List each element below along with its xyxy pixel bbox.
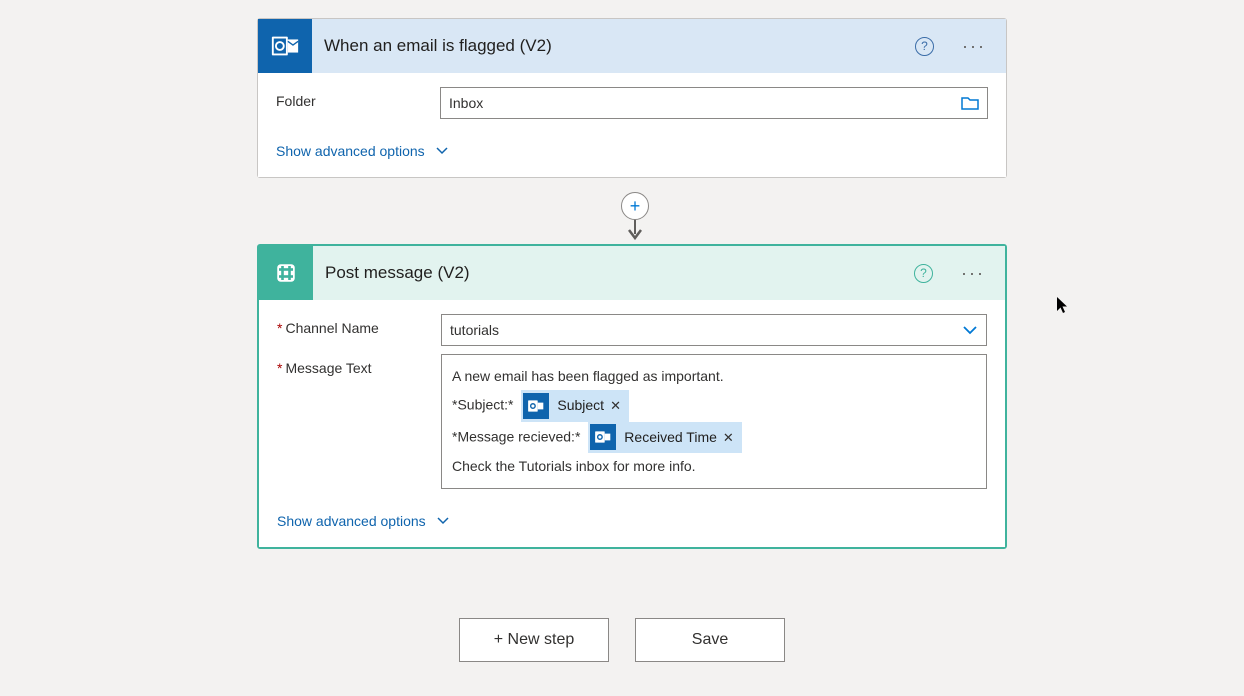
new-step-button[interactable]: + New step [459,618,609,662]
message-row: *Message Text A new email has been flagg… [277,354,987,489]
message-line-4: Check the Tutorials inbox for more info. [452,453,976,480]
more-icon[interactable]: ··· [961,264,985,282]
show-advanced-trigger[interactable]: Show advanced options [276,127,449,159]
trigger-body: Folder Inbox Show advanced options [258,73,1006,177]
message-label-text: Message Text [285,360,371,376]
folder-label: Folder [276,87,440,109]
message-label: *Message Text [277,354,441,376]
action-card-header[interactable]: Post message (V2) ? ··· [259,246,1005,300]
trigger-card-header[interactable]: When an email is flagged (V2) ? ··· [258,19,1006,73]
outlook-icon [523,393,549,419]
trigger-card: When an email is flagged (V2) ? ··· Fold… [257,18,1007,178]
add-step-button[interactable]: + [621,192,649,220]
footer-buttons: + New step Save [0,618,1244,662]
message-line-2: *Subject:* Subject ✕ [452,390,976,421]
show-advanced-action[interactable]: Show advanced options [277,497,450,529]
action-title: Post message (V2) [313,263,914,283]
folder-row: Folder Inbox [276,87,988,119]
message-line-3: *Message recieved:* Received Time ✕ [452,422,976,453]
chevron-down-icon [436,516,450,526]
close-icon[interactable]: ✕ [723,425,734,450]
trigger-title: When an email is flagged (V2) [312,36,915,56]
message-text-input[interactable]: A new email has been flagged as importan… [441,354,987,489]
advanced-label: Show advanced options [276,143,425,159]
token-received-label: Received Time [624,424,717,451]
channel-label: *Channel Name [277,314,441,336]
connector: + [620,192,650,248]
token-subject[interactable]: Subject ✕ [521,390,629,421]
subject-prefix: *Subject:* [452,397,513,413]
help-icon[interactable]: ? [915,37,934,56]
token-received[interactable]: Received Time ✕ [588,422,742,453]
received-prefix: *Message recieved:* [452,428,580,444]
folder-value: Inbox [449,95,961,111]
close-icon[interactable]: ✕ [610,393,621,418]
channel-value: tutorials [450,322,962,338]
outlook-icon [590,424,616,450]
action-body: *Channel Name tutorials *Message Text A … [259,300,1005,547]
outlook-icon [258,19,312,73]
channel-label-text: Channel Name [285,320,378,336]
folder-picker-icon[interactable] [961,96,979,110]
help-icon[interactable]: ? [914,264,933,283]
channel-row: *Channel Name tutorials [277,314,987,346]
action-card: Post message (V2) ? ··· *Channel Name tu… [257,244,1007,549]
slack-icon [259,246,313,300]
chevron-down-icon [962,324,978,336]
chevron-down-icon [435,146,449,156]
more-icon[interactable]: ··· [962,37,986,55]
channel-select[interactable]: tutorials [441,314,987,346]
arrow-down-icon [625,218,645,242]
cursor-icon [1056,296,1070,314]
flow-designer-canvas: When an email is flagged (V2) ? ··· Fold… [0,0,1244,696]
advanced-label: Show advanced options [277,513,426,529]
message-line-1: A new email has been flagged as importan… [452,363,976,390]
folder-input[interactable]: Inbox [440,87,988,119]
token-subject-label: Subject [557,392,604,419]
save-button[interactable]: Save [635,618,785,662]
